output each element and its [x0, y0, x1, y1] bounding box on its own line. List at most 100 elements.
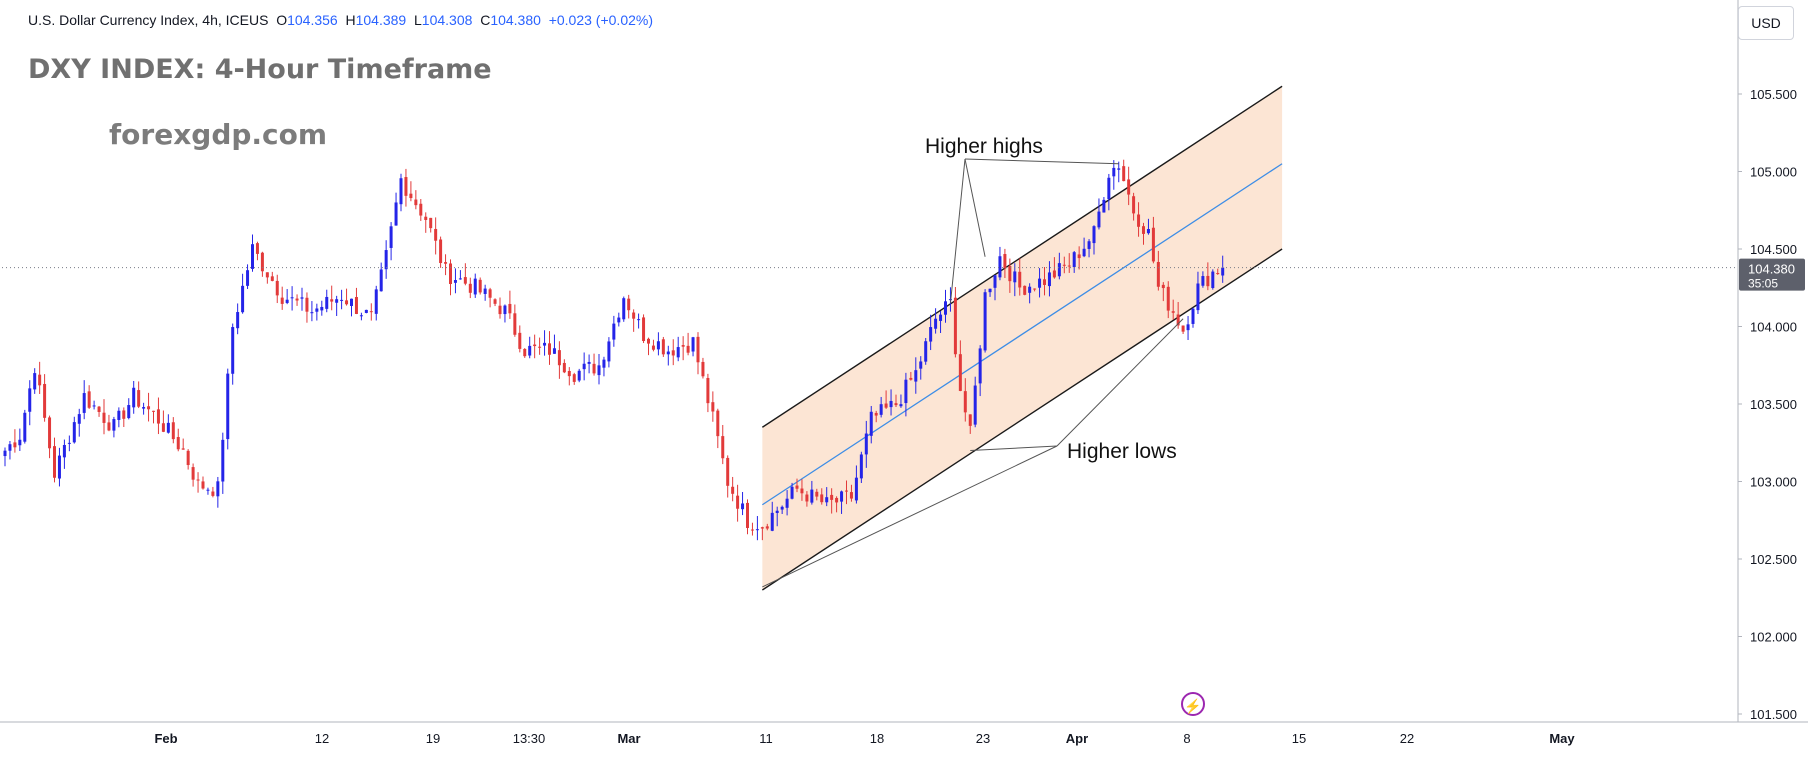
candle-body	[1161, 284, 1165, 289]
candle-body	[924, 341, 928, 362]
candle	[181, 438, 185, 450]
candle-body	[320, 306, 324, 311]
candle	[953, 286, 957, 358]
candle	[968, 414, 972, 434]
candle-body	[419, 203, 423, 216]
x-tick-label: 13:30	[513, 731, 546, 746]
x-tick-label: Feb	[154, 731, 177, 746]
candle	[463, 263, 467, 286]
candle-body	[394, 202, 398, 226]
countdown-label: 35:05	[1748, 277, 1778, 291]
candle-body	[23, 412, 27, 442]
candle	[572, 372, 576, 385]
candle	[28, 380, 32, 426]
x-tick-label: Apr	[1066, 731, 1088, 746]
candle	[246, 264, 250, 289]
candle	[102, 399, 106, 435]
candle-body	[805, 494, 809, 502]
candle	[231, 323, 235, 385]
candle	[587, 354, 591, 374]
candle-body	[845, 490, 848, 492]
channel-upper-line	[761, 85, 1283, 428]
candle	[1196, 271, 1200, 315]
candle-body	[345, 300, 349, 305]
candle-body	[1052, 270, 1056, 278]
x-tick-label: 18	[870, 731, 884, 746]
candle	[508, 290, 512, 319]
candle	[1038, 268, 1042, 298]
candle-body	[597, 365, 601, 376]
x-tick-label: 23	[976, 731, 990, 746]
y-tick-label: 101.500	[1750, 707, 1797, 722]
candle-body	[617, 317, 621, 323]
candle-body	[755, 529, 759, 531]
candle-body	[721, 436, 725, 459]
candle-body	[142, 407, 146, 409]
candle-body	[260, 252, 264, 272]
x-tick-label: Mar	[617, 731, 640, 746]
candle	[478, 277, 482, 295]
close-value: 104.380	[490, 12, 541, 28]
lightning-icon[interactable]: ⚡	[1181, 692, 1205, 716]
candle	[701, 357, 705, 379]
candle	[577, 368, 581, 383]
candle-body	[548, 343, 551, 355]
annotation-pointer	[762, 445, 1058, 588]
candle-body	[310, 312, 314, 314]
candle-body	[894, 403, 898, 406]
x-tick-label: 8	[1183, 731, 1190, 746]
candle-body	[810, 489, 814, 503]
symbol-name[interactable]: U.S. Dollar Currency Index, 4h, ICEUS	[28, 12, 269, 28]
candle	[3, 447, 7, 467]
candle-body	[127, 405, 131, 419]
candle	[1043, 267, 1046, 296]
candle	[978, 345, 982, 397]
candle	[1161, 282, 1165, 302]
candle	[458, 270, 462, 280]
candle	[1186, 316, 1190, 340]
currency-selector[interactable]: USD	[1738, 6, 1794, 40]
candle-body	[62, 444, 66, 458]
candle-body	[661, 339, 665, 355]
candle	[864, 420, 868, 468]
candle	[419, 199, 423, 221]
candle-body	[458, 278, 462, 280]
candle-body	[587, 361, 591, 364]
candle-body	[325, 296, 329, 309]
candle	[38, 361, 42, 394]
candle-body	[1171, 311, 1175, 313]
candle-body	[270, 276, 274, 281]
candle-body	[1013, 271, 1017, 283]
candle	[82, 380, 86, 420]
candle-body	[1072, 252, 1076, 268]
candle	[216, 476, 220, 508]
y-tick-label: 102.500	[1750, 552, 1797, 567]
candle	[379, 262, 383, 292]
candle	[830, 488, 834, 514]
candle-body	[820, 494, 824, 503]
candle-body	[231, 327, 235, 374]
candle-body	[166, 422, 170, 433]
candle	[825, 487, 829, 507]
regression-channel[interactable]	[761, 85, 1283, 591]
candle	[924, 338, 928, 365]
candle-body	[503, 305, 507, 315]
candle	[1216, 268, 1220, 275]
candle	[983, 289, 987, 353]
candle-body	[389, 226, 393, 248]
candle	[404, 168, 408, 207]
candle	[488, 287, 492, 308]
candle-body	[795, 485, 799, 489]
candle-body	[627, 298, 631, 311]
candle-body	[686, 345, 690, 353]
candle-body	[840, 491, 844, 502]
candle-body	[48, 417, 52, 449]
candle-body	[285, 299, 289, 303]
candle-body	[889, 400, 893, 408]
candle-body	[780, 506, 784, 510]
open-value: 104.356	[287, 12, 338, 28]
candle	[255, 241, 259, 261]
y-tick-label: 102.000	[1750, 630, 1797, 645]
